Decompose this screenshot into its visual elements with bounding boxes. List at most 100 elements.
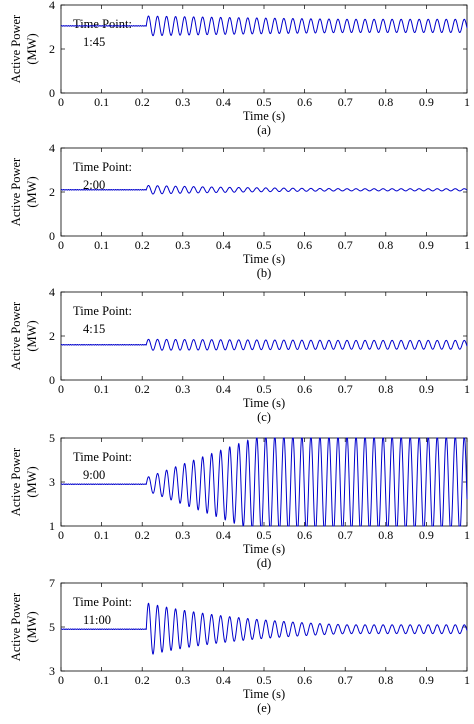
x-tick-label-b: 0.6: [297, 238, 312, 252]
x-tick-label-a: 0.9: [419, 95, 434, 109]
y-tick-label-c: 4: [49, 285, 55, 299]
y-tick-label-e: 5: [49, 620, 55, 634]
y-tick-label-d: 5: [49, 431, 55, 445]
x-tick-label-e: 0.2: [135, 673, 150, 687]
panel-caption-a: (a): [257, 123, 271, 137]
x-tick-label-c: 0.9: [419, 382, 434, 396]
y-axis-unit-c: (MW): [25, 320, 39, 351]
power-waveform-a: [60, 15, 468, 37]
x-tick-label-d: 1: [464, 528, 470, 542]
x-tick-label-b: 0: [58, 238, 64, 252]
time-point-value-e: 11:00: [83, 613, 111, 627]
x-tick-label-c: 0.1: [94, 382, 109, 396]
y-tick-label-a: 0: [49, 86, 55, 100]
x-tick-label-c: 0.2: [135, 382, 150, 396]
x-tick-label-e: 1: [464, 673, 470, 687]
x-tick-label-c: 0: [58, 382, 64, 396]
x-tick-label-a: 0.3: [175, 95, 190, 109]
y-tick-label-a: 2: [49, 42, 55, 56]
power-waveform-c: [60, 338, 468, 351]
panel-caption-d: (d): [257, 556, 272, 570]
x-tick-label-b: 0.2: [135, 238, 150, 252]
x-tick-label-b: 0.5: [257, 238, 272, 252]
y-axis-label-e: Active Power: [9, 592, 23, 661]
x-tick-label-d: 0.3: [175, 528, 190, 542]
x-tick-label-b: 0.9: [419, 238, 434, 252]
y-tick-label-e: 7: [49, 576, 55, 590]
x-tick-label-a: 0.6: [297, 95, 312, 109]
panel-caption-e: (e): [257, 701, 271, 715]
x-tick-label-e: 0.7: [338, 673, 353, 687]
y-axis-label-d: Active Power: [9, 447, 23, 516]
x-axis-label-b: Time (s): [243, 252, 285, 266]
x-tick-label-d: 0.9: [419, 528, 434, 542]
x-tick-label-a: 0.4: [216, 95, 231, 109]
x-tick-label-d: 0.8: [378, 528, 393, 542]
x-tick-label-a: 0: [58, 95, 64, 109]
x-tick-label-e: 0.8: [378, 673, 393, 687]
panel-c: 0 0.1 0.2 0.3 0.4 0.5 0.6 0.7 0.8 0.9 1 0 2 4 Time (s)…: [9, 285, 470, 424]
y-tick-label-b: 4: [49, 141, 55, 155]
time-point-value-d: 9:00: [83, 468, 105, 482]
y-axis-unit-e: (MW): [25, 611, 39, 642]
x-axis-label-d: Time (s): [243, 542, 285, 556]
y-tick-label-c: 0: [49, 373, 55, 387]
x-tick-label-d: 0.1: [94, 528, 109, 542]
y-tick-label-b: 0: [49, 229, 55, 243]
y-tick-label-c: 2: [49, 329, 55, 343]
panel-caption-c: (c): [257, 410, 271, 424]
x-tick-label-c: 1: [464, 382, 470, 396]
x-axis-label-a: Time (s): [243, 109, 285, 123]
x-tick-label-d: 0.6: [297, 528, 312, 542]
x-tick-label-c: 0.7: [338, 382, 353, 396]
x-tick-label-c: 0.3: [175, 382, 190, 396]
time-point-label-d: Time Point:: [73, 450, 132, 464]
x-tick-label-c: 0.8: [378, 382, 393, 396]
x-tick-label-d: 0: [58, 528, 64, 542]
y-axis-label-a: Active Power: [9, 14, 23, 83]
x-tick-label-a: 0.8: [378, 95, 393, 109]
time-point-label-e: Time Point:: [73, 595, 132, 609]
power-waveform-b: [60, 184, 468, 195]
time-point-value-b: 2:00: [83, 178, 105, 192]
time-point-label-b: Time Point:: [73, 160, 132, 174]
x-tick-label-d: 0.7: [338, 528, 353, 542]
x-axis-label-c: Time (s): [243, 396, 285, 410]
y-axis-unit-d: (MW): [25, 466, 39, 497]
x-tick-label-b: 0.8: [378, 238, 393, 252]
time-point-value-a: 1:45: [83, 35, 105, 49]
panel-b: 0 0.1 0.2 0.3 0.4 0.5 0.6 0.7 0.8 0.9 1 0 2 4 Time (s)…: [9, 141, 470, 280]
x-tick-label-c: 0.6: [297, 382, 312, 396]
power-waveform-d: [60, 437, 468, 527]
y-axis-label-c: Active Power: [9, 301, 23, 370]
x-tick-label-e: 0.1: [94, 673, 109, 687]
x-tick-label-b: 0.7: [338, 238, 353, 252]
time-point-label-a: Time Point:: [73, 17, 132, 31]
x-tick-label-d: 0.4: [216, 528, 231, 542]
time-point-value-c: 4:15: [83, 322, 105, 336]
power-waveform-e: [60, 602, 468, 655]
x-tick-label-e: 0: [58, 673, 64, 687]
y-tick-label-a: 4: [49, 0, 55, 12]
panel-caption-b: (b): [257, 266, 272, 280]
x-tick-label-e: 0.4: [216, 673, 231, 687]
x-tick-label-d: 0.5: [257, 528, 272, 542]
x-tick-label-b: 0.3: [175, 238, 190, 252]
x-tick-label-d: 0.2: [135, 528, 150, 542]
x-tick-label-a: 1: [464, 95, 470, 109]
x-tick-label-e: 0.3: [175, 673, 190, 687]
x-tick-label-b: 1: [464, 238, 470, 252]
x-tick-label-a: 0.7: [338, 95, 353, 109]
x-tick-label-e: 0.9: [419, 673, 434, 687]
x-tick-label-b: 0.1: [94, 238, 109, 252]
x-axis-label-e: Time (s): [243, 687, 285, 701]
y-tick-label-d: 1: [49, 519, 55, 533]
panel-a: 0 0.1 0.2 0.3 0.4 0.5 0.6 0.7 0.8 0.9 1 0 2 4 Time (s)…: [9, 0, 470, 137]
y-axis-unit-a: (MW): [25, 33, 39, 64]
y-tick-label-d: 3: [49, 475, 55, 489]
y-axis-unit-b: (MW): [25, 176, 39, 207]
x-tick-label-e: 0.6: [297, 673, 312, 687]
y-axis-label-b: Active Power: [9, 157, 23, 226]
x-tick-label-e: 0.5: [257, 673, 272, 687]
